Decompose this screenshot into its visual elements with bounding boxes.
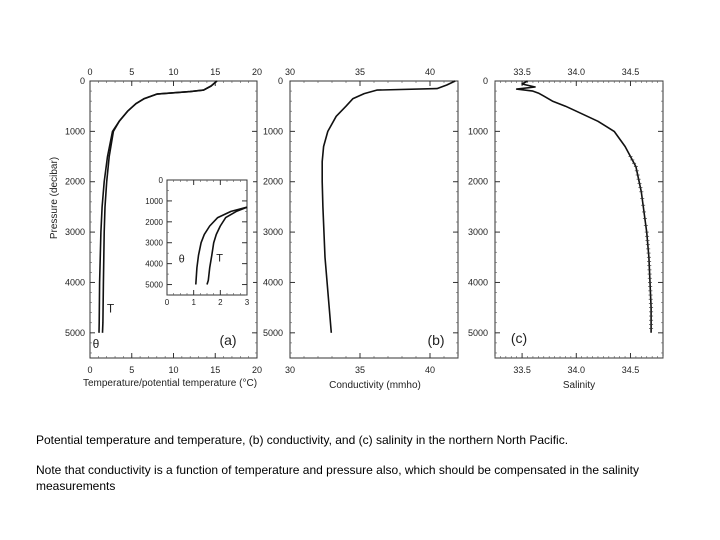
panel-a-xtick-label-top: 10	[168, 67, 178, 77]
panel-c-ytick-label: 1000	[468, 126, 488, 136]
panel-c-label: (c)	[511, 330, 527, 346]
panel-b-ytick-label: 1000	[263, 126, 283, 136]
panel-a-xtick-label-bottom: 5	[129, 365, 134, 375]
panel-a-inset-ytick-label: 0	[159, 176, 164, 185]
series-a-theta	[98, 80, 218, 333]
panel-b-xtick-label-bottom: 30	[285, 365, 295, 375]
series-label-theta: θ	[93, 337, 100, 351]
panel-c-xtick-label-top: 33.5	[513, 67, 531, 77]
series-label-t: T	[107, 302, 115, 316]
panel-c-xtick-label-top: 34.0	[568, 67, 586, 77]
figure: 0055101015152020010002000300040005000Tθ(…	[49, 67, 664, 391]
panel-c-xtick-label-bottom: 34.0	[568, 365, 586, 375]
panel-a-inset-ytick-label: 4000	[145, 260, 163, 269]
series-a-inset-t	[206, 206, 248, 285]
panel-b-xtick-label-top: 35	[355, 67, 365, 77]
panel-b-ytick-label: 0	[278, 76, 283, 86]
panel-b-ytick-label: 3000	[263, 227, 283, 237]
panel-a-inset-xtick-label-bottom: 0	[165, 298, 170, 307]
series-b-conductivity	[321, 80, 456, 333]
inset-background	[131, 174, 253, 313]
panel-a-inset-xtick-label-bottom: 3	[245, 298, 250, 307]
panel-a-ytick-label: 2000	[65, 177, 85, 187]
panel-c-ytick-label: 2000	[468, 177, 488, 187]
caption-line-2: Note that conductivity is a function of …	[36, 463, 640, 493]
panel-a-inset-ytick-label: 2000	[145, 218, 163, 227]
panel-a-ytick-label: 0	[80, 76, 85, 86]
panel-a-inset-xtick-label-bottom: 1	[191, 298, 196, 307]
series-c-salinity	[515, 80, 652, 333]
panel-a-ytick-label: 5000	[65, 328, 85, 338]
panel-a-xtick-label-top: 20	[252, 67, 262, 77]
panel-a-xtick-label-bottom: 15	[210, 365, 220, 375]
panel-b-xtick-label-top: 40	[425, 67, 435, 77]
panel-c-xtick-label-bottom: 34.5	[622, 365, 640, 375]
caption-line-1: Potential temperature and temperature, (…	[36, 433, 569, 447]
panel-c-ytick-label: 5000	[468, 328, 488, 338]
inset-label-t: T	[216, 253, 223, 265]
panel-a-xtick-label-bottom: 10	[168, 365, 178, 375]
panel-b-xtick-label-bottom: 35	[355, 365, 365, 375]
series-a-inset-theta	[195, 206, 248, 285]
panel-b-xtick-label-bottom: 40	[425, 365, 435, 375]
panel-b-ytick-label: 2000	[263, 177, 283, 187]
panel-a-xtick-label-bottom: 0	[87, 365, 92, 375]
panel-a-xtick-label-top: 5	[129, 67, 134, 77]
panel-c-xlabel: Salinity	[563, 380, 595, 391]
panel-b-ytick-label: 5000	[263, 328, 283, 338]
panel-a-xtick-label-top: 15	[210, 67, 220, 77]
panel-a-xlabel: Temperature/potential temperature (°C)	[83, 378, 257, 389]
panel-a-ytick-label: 3000	[65, 227, 85, 237]
panel-a-inset-xtick-label-bottom: 2	[218, 298, 223, 307]
panel-c-xtick-label-bottom: 33.5	[513, 365, 531, 375]
panel-a-xtick-label-top: 0	[87, 67, 92, 77]
panel-c-ytick-label: 4000	[468, 277, 488, 287]
panel-b-frame	[289, 80, 459, 359]
panel-a-inset-ytick-label: 1000	[145, 197, 163, 206]
panel-b-label: (b)	[427, 332, 444, 348]
panel-c-ytick-label: 0	[483, 76, 488, 86]
panel-c-frame	[494, 80, 664, 359]
panel-a-ytick-label: 4000	[65, 277, 85, 287]
panel-a-ylabel: Pressure (decibar)	[49, 157, 60, 239]
inset-label-theta: θ	[179, 254, 185, 266]
panel-a-ytick-label: 1000	[65, 126, 85, 136]
panel-b-xlabel: Conductivity (mmho)	[329, 380, 421, 391]
panel-a-xtick-label-bottom: 20	[252, 365, 262, 375]
panel-a-inset-ytick-label: 5000	[145, 281, 163, 290]
panel-b-xtick-label-top: 30	[285, 67, 295, 77]
panel-c-xtick-label-top: 34.5	[622, 67, 640, 77]
panel-c-ytick-label: 3000	[468, 227, 488, 237]
panel-a-label: (a)	[219, 332, 236, 348]
panel-b-ytick-label: 4000	[263, 277, 283, 287]
panel-a-inset-ytick-label: 3000	[145, 239, 163, 248]
